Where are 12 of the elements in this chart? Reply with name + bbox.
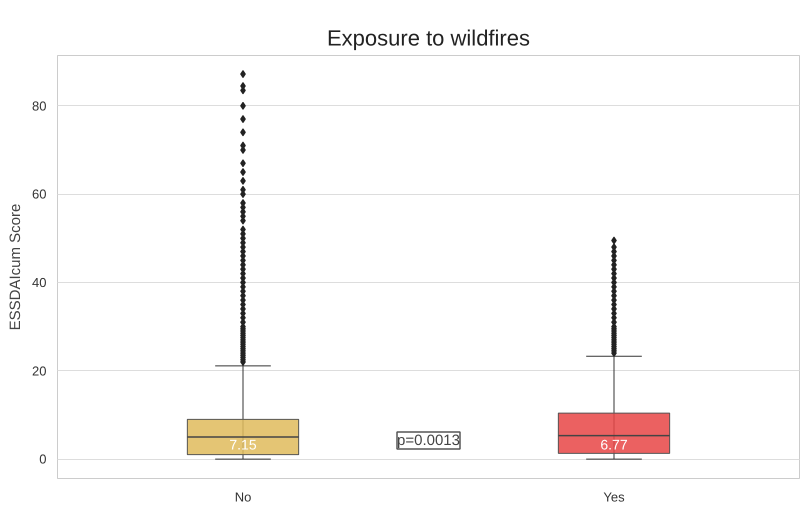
chart-title: Exposure to wildfires [327, 26, 530, 50]
annotation: p=0.0013 [397, 432, 460, 450]
y-tick-label: 20 [32, 363, 47, 378]
annotation: 7.15 [229, 436, 257, 452]
y-tick-label: 80 [32, 98, 47, 114]
x-tick-label: Yes [603, 490, 626, 504]
y-tick-label: 40 [32, 274, 47, 290]
annotation: 6.77 [600, 436, 628, 452]
y-axis-title: ESSDAIcum Score [7, 204, 24, 330]
y-tick-label: 60 [32, 186, 47, 202]
x-tick-label: No [234, 490, 252, 504]
y-tick-label: 0 [39, 452, 47, 467]
